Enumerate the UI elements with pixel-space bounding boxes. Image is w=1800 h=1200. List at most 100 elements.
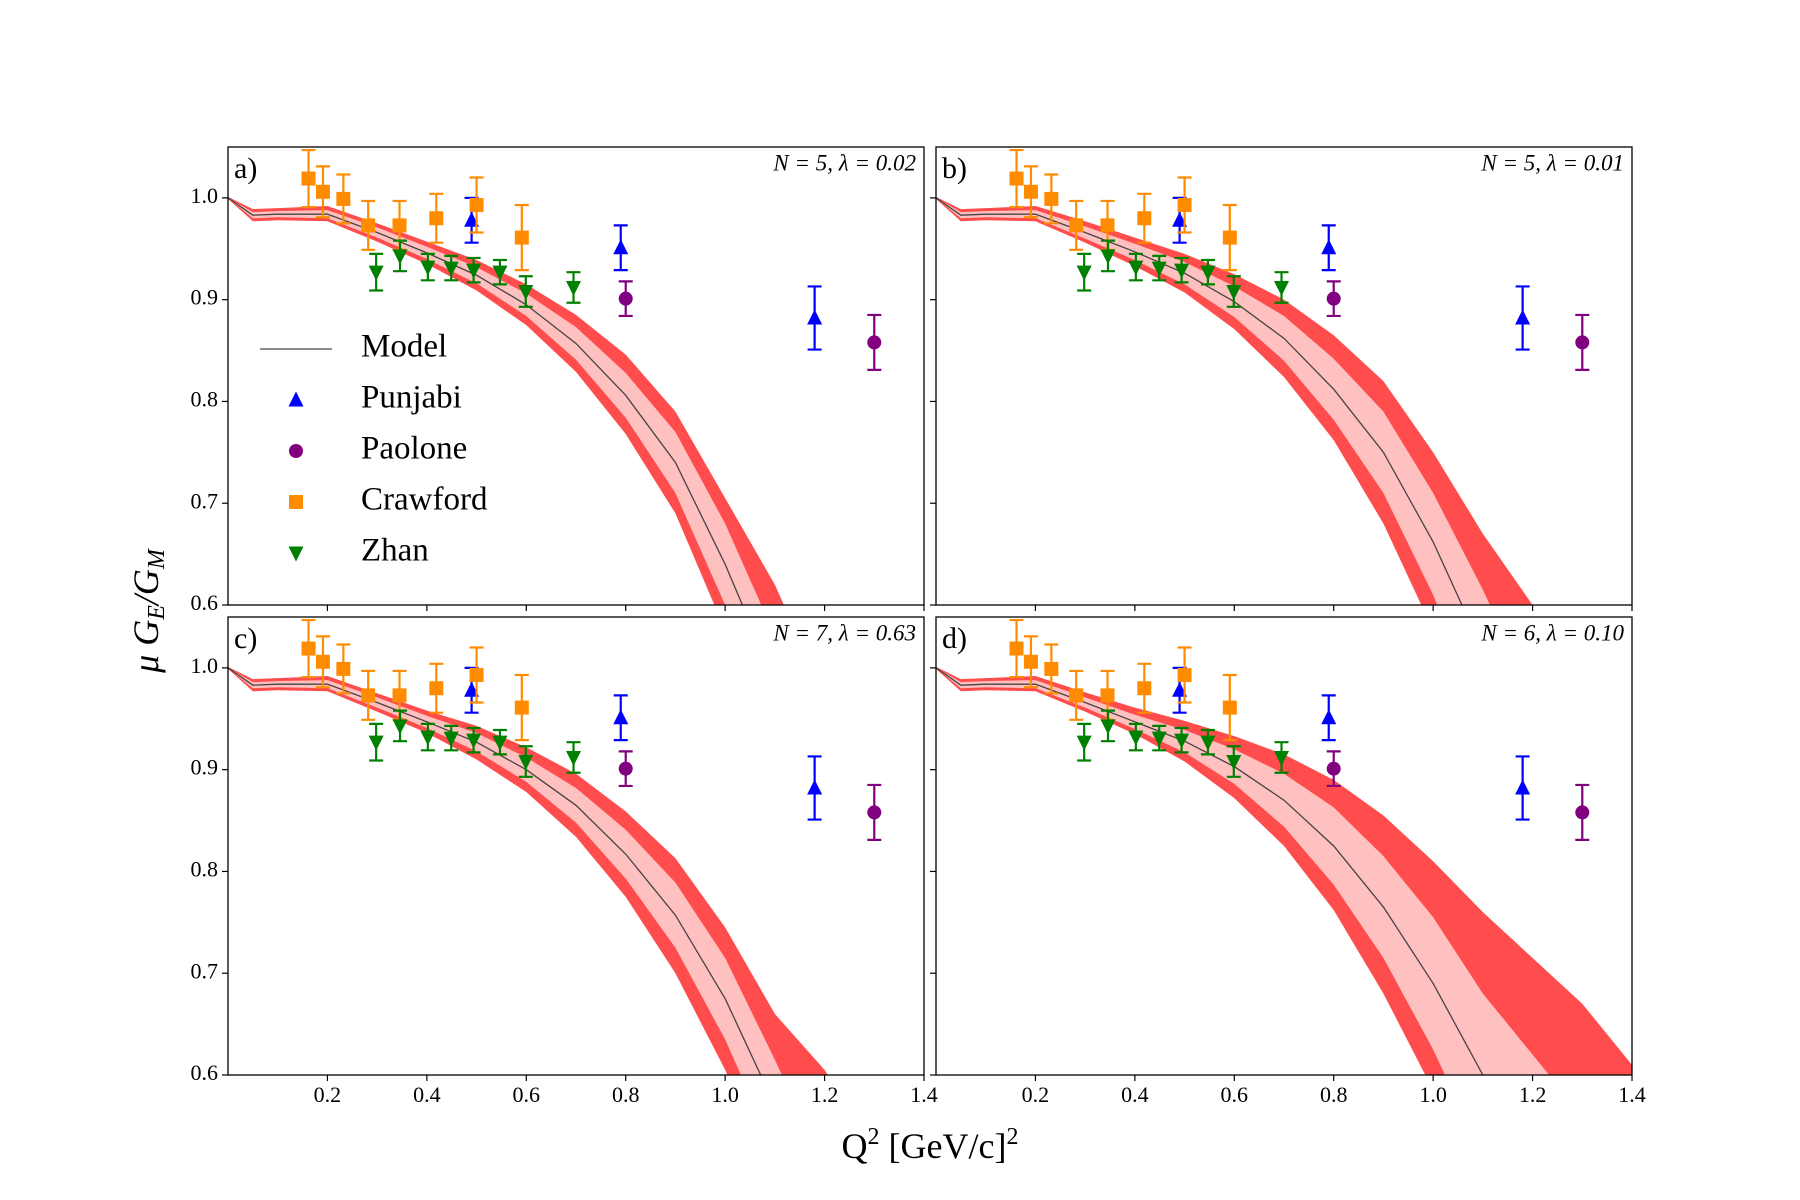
marker bbox=[1044, 661, 1059, 676]
marker bbox=[1100, 249, 1116, 265]
panel-label: d) bbox=[942, 622, 967, 655]
marker bbox=[1226, 285, 1242, 301]
legend-label: Punjabi bbox=[361, 380, 462, 416]
marker bbox=[392, 688, 407, 703]
y-tick-label: 1.0 bbox=[191, 183, 219, 208]
y-tick-label: 0.6 bbox=[191, 590, 219, 615]
marker bbox=[466, 263, 482, 279]
legend-marker bbox=[289, 495, 303, 509]
model-line bbox=[228, 197, 744, 605]
legend-label: Model bbox=[361, 329, 447, 365]
marker bbox=[1100, 719, 1116, 735]
marker bbox=[1274, 280, 1290, 296]
uncertainty-band bbox=[936, 666, 1632, 1075]
model-line bbox=[936, 197, 1463, 605]
x-tick-label: 1.4 bbox=[1618, 1082, 1646, 1107]
marker bbox=[429, 211, 444, 226]
marker bbox=[1137, 211, 1152, 226]
marker bbox=[1069, 218, 1084, 233]
legend-marker bbox=[289, 444, 303, 458]
marker bbox=[392, 249, 408, 265]
legend-label: Paolone bbox=[361, 431, 467, 467]
marker bbox=[518, 285, 534, 301]
marker bbox=[1177, 668, 1192, 683]
x-tick-label: 1.2 bbox=[1519, 1082, 1547, 1107]
y-tick-label: 0.7 bbox=[191, 958, 219, 983]
marker bbox=[443, 261, 459, 277]
x-label-part: [GeV/c] bbox=[880, 1126, 1007, 1166]
marker bbox=[1151, 261, 1167, 277]
axes-frame bbox=[935, 146, 1633, 606]
model-line bbox=[936, 667, 1484, 1075]
y-axis-label: μ GE/GM bbox=[126, 547, 169, 674]
uncertainty-band bbox=[936, 667, 1550, 1075]
marker bbox=[392, 218, 407, 233]
marker bbox=[466, 733, 482, 749]
marker bbox=[1023, 654, 1038, 669]
marker bbox=[1128, 730, 1144, 746]
marker bbox=[1226, 755, 1242, 771]
marker bbox=[1174, 733, 1190, 749]
axes-frame bbox=[227, 616, 925, 1076]
y-tick-label: 0.9 bbox=[191, 755, 219, 780]
y-tick-label: 0.6 bbox=[191, 1060, 219, 1085]
marker bbox=[613, 709, 629, 725]
x-tick-label: 0.4 bbox=[1121, 1082, 1149, 1107]
x-tick-label: 0.8 bbox=[612, 1082, 640, 1107]
marker bbox=[464, 681, 480, 697]
marker bbox=[518, 755, 534, 771]
y-tick-label: 0.7 bbox=[191, 488, 219, 513]
marker bbox=[368, 265, 384, 281]
marker bbox=[469, 198, 484, 213]
panel-annotation: N = 6, λ = 0.10 bbox=[1480, 620, 1624, 645]
marker bbox=[1172, 681, 1188, 697]
x-tick-label: 0.4 bbox=[413, 1082, 441, 1107]
y-tick-label: 1.0 bbox=[191, 653, 219, 678]
x-label-part: Q bbox=[842, 1126, 868, 1166]
legend-marker bbox=[288, 546, 304, 562]
panel-label: b) bbox=[942, 152, 967, 185]
marker bbox=[1128, 260, 1144, 276]
marker bbox=[514, 700, 529, 715]
marker bbox=[1137, 681, 1152, 696]
x-tick-label: 0.6 bbox=[1221, 1082, 1249, 1107]
marker bbox=[566, 280, 582, 296]
marker bbox=[1009, 641, 1024, 656]
x-tick-label: 0.2 bbox=[314, 1082, 342, 1107]
marker bbox=[807, 309, 823, 325]
legend-marker bbox=[288, 391, 304, 407]
marker bbox=[618, 761, 633, 776]
panel-annotation: N = 5, λ = 0.01 bbox=[1480, 150, 1624, 175]
legend-label: Zhan bbox=[361, 533, 429, 569]
marker bbox=[1023, 184, 1038, 199]
marker bbox=[1009, 171, 1024, 186]
marker bbox=[392, 719, 408, 735]
marker bbox=[1222, 230, 1237, 245]
plot-area bbox=[228, 148, 882, 605]
uncertainty-band bbox=[936, 196, 1533, 605]
panel-annotation: N = 7, λ = 0.63 bbox=[772, 620, 916, 645]
marker bbox=[1200, 735, 1216, 751]
marker bbox=[336, 661, 351, 676]
marker bbox=[1172, 211, 1188, 227]
marker bbox=[301, 641, 316, 656]
marker bbox=[1100, 688, 1115, 703]
marker bbox=[1515, 309, 1531, 325]
marker bbox=[807, 779, 823, 795]
marker bbox=[492, 735, 508, 751]
marker bbox=[1326, 761, 1341, 776]
marker bbox=[1515, 779, 1531, 795]
marker bbox=[315, 654, 330, 669]
marker bbox=[361, 218, 376, 233]
marker bbox=[867, 805, 882, 820]
uncertainty-band bbox=[936, 197, 1490, 605]
x-tick-label: 0.6 bbox=[513, 1082, 541, 1107]
marker bbox=[618, 291, 633, 306]
marker bbox=[464, 211, 480, 227]
x-axis-label: Q2 [GeV/c]2 bbox=[842, 1124, 1019, 1167]
marker bbox=[613, 239, 629, 255]
x-tick-label: 1.2 bbox=[811, 1082, 839, 1107]
uncertainty-band bbox=[228, 197, 762, 605]
